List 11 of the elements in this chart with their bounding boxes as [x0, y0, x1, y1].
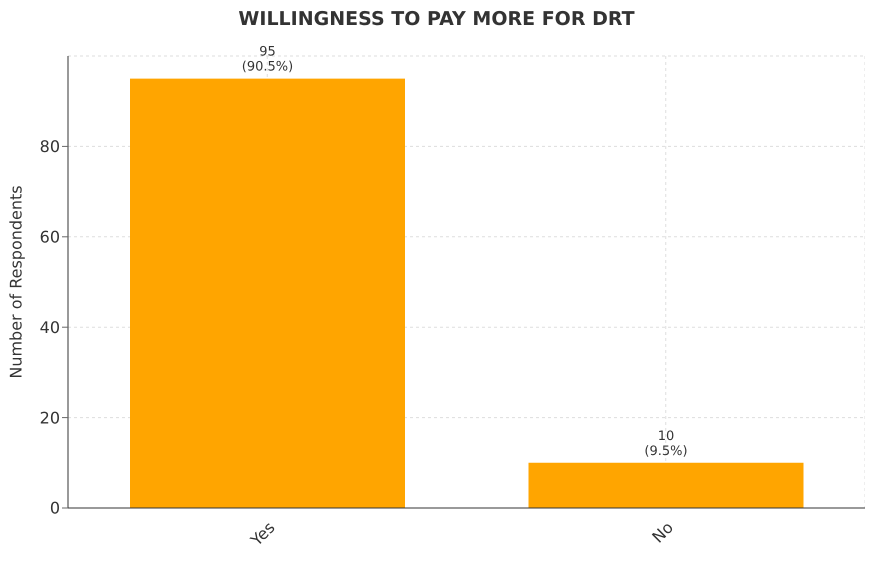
y-tick-label: 80 — [40, 137, 60, 156]
y-tick-label: 60 — [40, 227, 60, 246]
chart-title: WILLINGNESS TO PAY MORE FOR DRT — [237, 8, 636, 30]
x-tick-label: Yes — [246, 518, 279, 550]
data-label: 10 (9.5%) — [644, 428, 688, 459]
data-label: 95 (90.5%) — [242, 44, 294, 75]
x-tick-label: No — [648, 518, 678, 547]
y-tick-label: 40 — [40, 318, 60, 337]
y-tick-label: 20 — [40, 408, 60, 428]
y-axis-title: Number of Respondents — [6, 185, 26, 379]
y-tick-label: 0 — [50, 498, 60, 518]
